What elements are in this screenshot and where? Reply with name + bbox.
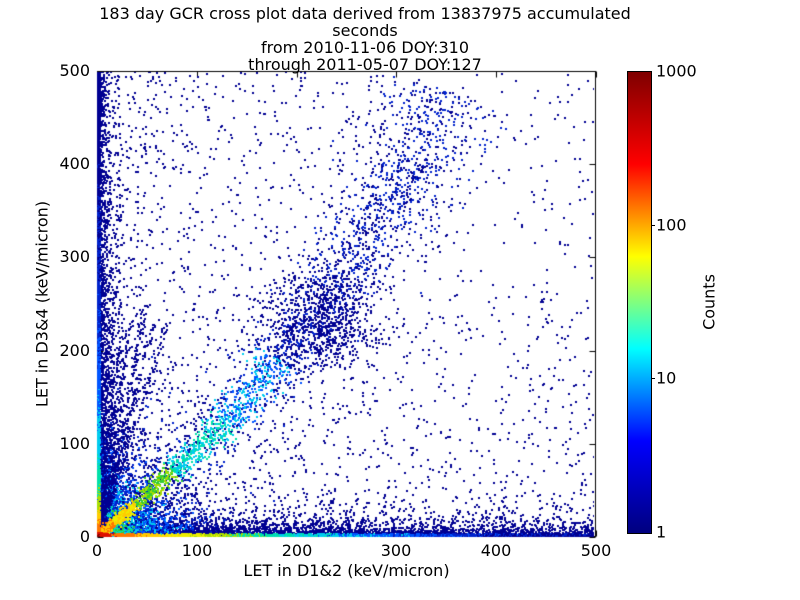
colorbar-tick-10 bbox=[651, 378, 655, 379]
colorbar-tick-100 bbox=[651, 225, 655, 226]
x-tick-500: 500 bbox=[580, 541, 612, 560]
colorbar-label-1: 1 bbox=[656, 522, 667, 542]
title-line-2: from 2010-11-06 DOY:310 bbox=[260, 38, 469, 57]
x-tick-300: 300 bbox=[380, 541, 412, 560]
x-axis-label: LET in D1&2 (keV/micron) bbox=[243, 561, 450, 580]
y-axis-label: LET in D3&4 (keV/micron) bbox=[32, 200, 52, 408]
y-tick-100: 100 bbox=[59, 434, 90, 453]
colorbar-label-10: 10 bbox=[656, 368, 677, 388]
chart-title: 183 day GCR cross plot data derived from… bbox=[80, 5, 650, 73]
y-tick-0: 0 bbox=[79, 527, 90, 546]
x-tick-200: 200 bbox=[281, 541, 313, 560]
y-tick-400: 400 bbox=[59, 154, 90, 173]
y-tick-200: 200 bbox=[59, 341, 90, 360]
y-tick-300: 300 bbox=[59, 247, 90, 266]
x-tick-0: 0 bbox=[91, 541, 103, 560]
title-line-1: 183 day GCR cross plot data derived from… bbox=[99, 4, 631, 40]
colorbar-axis-label: Counts bbox=[699, 274, 719, 330]
colorbar-label-100: 100 bbox=[656, 215, 687, 235]
colorbar-label-1000: 1000 bbox=[656, 61, 697, 81]
x-tick-400: 400 bbox=[480, 541, 512, 560]
y-tick-500: 500 bbox=[59, 61, 90, 80]
colorbar bbox=[627, 71, 652, 534]
title-line-3: through 2011-05-07 DOY:127 bbox=[248, 55, 482, 74]
x-tick-100: 100 bbox=[181, 541, 213, 560]
